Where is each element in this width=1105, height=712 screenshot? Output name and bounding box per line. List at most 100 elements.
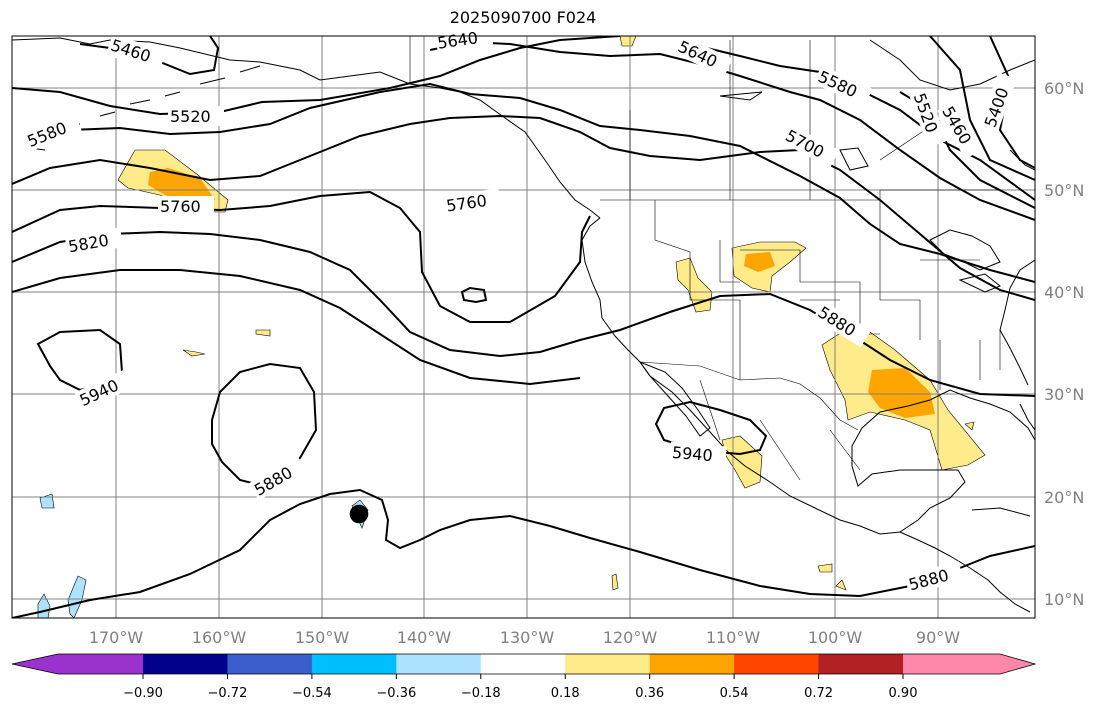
- colorbar-segment: [143, 654, 228, 674]
- longitude-labels: 170°W 160°W 150°W 140°W 130°W 120°W 110°…: [89, 628, 960, 647]
- fill-area-neg-2: [37, 593, 51, 618]
- lon-label: 130°W: [500, 628, 555, 647]
- lat-label: 10°N: [1044, 590, 1084, 609]
- contour-5880-south: [12, 488, 1035, 618]
- contour-label: 5580: [815, 67, 860, 101]
- contour-label: 5520: [170, 107, 211, 126]
- colorbar-segment: [565, 654, 651, 674]
- lat-label: 50°N: [1044, 181, 1084, 200]
- colorbar-tick-label: 0.18: [551, 686, 580, 701]
- lon-label: 170°W: [89, 628, 144, 647]
- fill-area-neg-3: [67, 575, 87, 618]
- lon-label: 120°W: [603, 628, 658, 647]
- contour-5580: [29, 82, 1035, 283]
- contour-label: 5880: [907, 565, 951, 594]
- fill-area-nevada: [675, 257, 713, 313]
- colorbar-tick-label: 0.90: [889, 686, 918, 701]
- baja: [638, 360, 711, 437]
- contour-label: 5640: [675, 37, 720, 71]
- anomaly-fills: [37, 36, 986, 618]
- contour-labels: 5460 5640 5640 5580 5520 5400 5460 5520 …: [22, 24, 1017, 595]
- fill-area-wyoming-core: [744, 252, 775, 272]
- height-contours: [12, 36, 1035, 618]
- us-mexico-border: [639, 361, 859, 431]
- florida: [1019, 403, 1035, 431]
- lon-label: 90°W: [916, 628, 960, 647]
- colorbar-tick-label: −0.18: [461, 686, 501, 701]
- colorbar-segment: [480, 654, 566, 674]
- fill-area-mexico: [721, 435, 763, 489]
- fill-area-small-6: [619, 36, 637, 47]
- fill-area-dark: [349, 504, 369, 524]
- colorbar-outline: [11, 653, 1037, 675]
- contour-label: 5940: [671, 443, 713, 465]
- province-lines: [629, 40, 941, 200]
- colorbar-segment: [311, 654, 397, 674]
- lon-label: 150°W: [295, 628, 350, 647]
- colorbar-tick-label: −0.36: [376, 686, 416, 701]
- colorbar-tick-label: 0.36: [635, 686, 664, 701]
- fill-area-gulf-core: [868, 368, 935, 418]
- contour-label: 5400: [981, 85, 1013, 130]
- lat-label: 20°N: [1044, 488, 1084, 507]
- fill-area-neg-1: [39, 493, 55, 509]
- contour-5760: [12, 190, 591, 323]
- colorbar-segment: [227, 654, 313, 674]
- colorbar-segment: [734, 654, 820, 674]
- colorbar-segment: [12, 654, 143, 674]
- cuba: [971, 507, 1031, 517]
- contour-5760-small: [460, 286, 488, 304]
- colorbar-tick-label: −0.54: [292, 686, 332, 701]
- contour-label: 5880: [815, 303, 860, 341]
- colorbar-segment: [818, 654, 904, 674]
- contour-label: 5760: [160, 197, 201, 216]
- contour-label: 5760: [445, 191, 488, 215]
- colorbar: −0.90 −0.72 −0.54 −0.36 −0.18 0.18 0.36 0.54 0.7…: [11, 653, 1037, 701]
- fill-area-small-3: [611, 573, 619, 591]
- colorbar-segment: [649, 654, 735, 674]
- contour-label: 5520: [910, 90, 942, 135]
- contour-5520: [12, 36, 621, 116]
- fill-area-small-1: [182, 349, 206, 357]
- contour-5640: [429, 40, 1035, 221]
- colorbar-tick-label: 0.72: [804, 686, 833, 701]
- hudson-area: [869, 39, 1035, 171]
- lat-label: 40°N: [1044, 283, 1084, 302]
- latitude-labels: 60°N 50°N 40°N 30°N 20°N 10°N: [1044, 79, 1084, 609]
- lon-label: 160°W: [192, 628, 247, 647]
- mexico-states: [699, 379, 861, 481]
- fill-area-small-7: [964, 421, 975, 431]
- graticule: [12, 36, 1035, 618]
- colorbar-segment: [396, 654, 482, 674]
- lon-label: 110°W: [706, 628, 761, 647]
- colorbar-tick-label: 0.54: [720, 686, 749, 701]
- colorbar-tick-label: −0.90: [123, 686, 163, 701]
- contour-label: 5700: [782, 126, 827, 162]
- us-canada-border: [600, 189, 1000, 201]
- contour-5400-east: [989, 36, 1035, 169]
- contour-5880-mid: [211, 362, 318, 486]
- lat-label: 30°N: [1044, 385, 1084, 404]
- colorbar-tick-label: −0.72: [208, 686, 248, 701]
- canada-islands: [719, 91, 869, 171]
- central-america: [899, 531, 1031, 613]
- map-frame: [11, 35, 1036, 619]
- west-coast-us: [581, 217, 901, 535]
- fill-area-small-5: [835, 579, 847, 591]
- contour-label: 5820: [67, 231, 110, 257]
- contour-label: 5880: [251, 463, 296, 500]
- coastlines: [12, 37, 1035, 613]
- contour-5880-upper: [12, 269, 581, 386]
- colorbar-segment: [903, 654, 1035, 674]
- contour-5460-east: [929, 36, 1035, 181]
- contour-5700: [12, 114, 1035, 301]
- lon-label: 140°W: [397, 628, 452, 647]
- contour-label: 5940: [77, 376, 122, 410]
- east-coast: [999, 259, 1035, 386]
- map-title: 2025090700 F024: [449, 8, 597, 27]
- alaska-coast: [12, 37, 601, 219]
- contour-label: 5580: [25, 118, 70, 151]
- lon-label: 100°W: [808, 628, 863, 647]
- gulf-coast: [851, 389, 1035, 533]
